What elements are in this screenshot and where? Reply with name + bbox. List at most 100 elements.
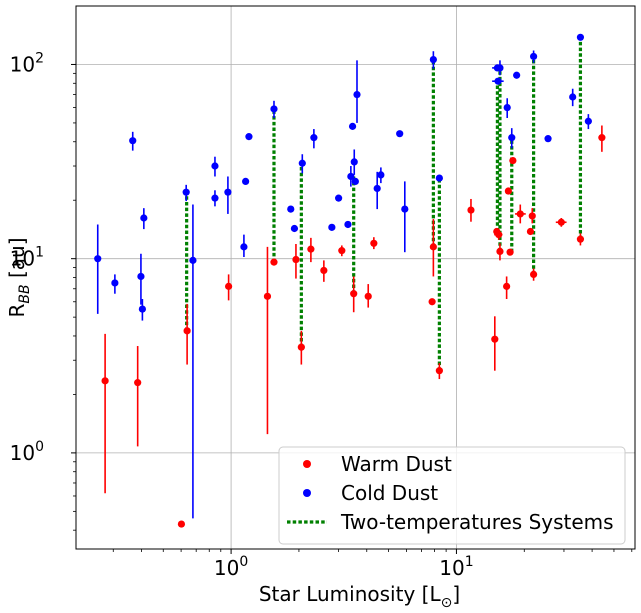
y-axis-label-subscript: BB (17, 284, 33, 303)
warm-dust-point (506, 248, 514, 256)
warm-dust-point (528, 212, 536, 220)
cold-dust-point (347, 172, 355, 181)
cold-dust-point (494, 77, 502, 85)
cold-dust-point (373, 184, 381, 193)
cold-dust-point (242, 177, 250, 185)
cold-dust-point (350, 158, 358, 166)
cold-dust-point (435, 174, 443, 182)
cold-dust-point (396, 130, 404, 138)
cold-dust-point (351, 177, 359, 185)
y-tick-label: 102 (10, 50, 44, 76)
y-axis-label-unit: [au] (5, 237, 29, 284)
warm-dust-point (177, 520, 186, 528)
x-axis-label-sun-symbol: ⊙ (441, 595, 453, 611)
cold-dust-point (429, 55, 437, 64)
warm-dust-point (307, 245, 315, 253)
warm-dust-point (225, 282, 233, 290)
x-tick-label-base: 10 (439, 556, 464, 580)
y-tick-label-exponent: 2 (35, 50, 44, 66)
x-axis-label: Star Luminosity [L⊙] (259, 582, 460, 611)
x-tick-label: 100 (214, 554, 248, 580)
warm-dust-point (491, 335, 499, 343)
two-temperature-connector-lines (185, 37, 583, 371)
warm-dust-point (526, 227, 535, 236)
legend-marker-warm (303, 460, 311, 468)
cold-dust-point (496, 64, 504, 72)
warm-dust-point (495, 231, 503, 239)
cold-dust-point (335, 194, 343, 202)
warm-dust-point (435, 367, 443, 375)
cold-dust-point (344, 220, 352, 229)
y-tick-label-base: 10 (10, 247, 35, 271)
x-tick-label-exponent: 0 (239, 554, 248, 570)
warm-dust-point (530, 270, 538, 278)
cold-dust-point (182, 188, 190, 196)
cold-dust-point (377, 171, 385, 179)
warm-dust-point (516, 210, 524, 218)
legend-label-pair: Two-temperatures Systems (340, 510, 614, 534)
legend-box (278, 446, 626, 545)
cold-dust-point (401, 205, 409, 213)
cold-dust-point (310, 134, 318, 142)
warm-dust-point (496, 247, 504, 256)
data-points (94, 33, 606, 528)
x-tick-label-base: 10 (214, 556, 239, 580)
y-tick-label: 101 (10, 245, 44, 271)
cold-dust-point (129, 137, 137, 145)
cold-dust-point (348, 122, 357, 130)
warm-dust-point (183, 327, 191, 335)
warm-dust-point (338, 247, 346, 255)
x-tick-label: 101 (439, 554, 473, 580)
cold-dust-point (140, 214, 148, 222)
y-tick-label-base: 10 (10, 441, 35, 465)
legend-entry-cold: Cold Dust (303, 481, 438, 505)
warm-dust-point (598, 134, 606, 142)
cold-dust-point (353, 90, 361, 99)
y-tick-label-exponent: 0 (35, 439, 44, 455)
y-tick-label-base: 10 (10, 52, 35, 76)
legend-label-cold: Cold Dust (341, 481, 438, 505)
warm-dust-point (320, 266, 328, 275)
warm-dust-point (364, 292, 372, 300)
cold-dust-point (224, 188, 232, 196)
cold-dust-point (211, 194, 219, 202)
warm-dust-point (263, 292, 272, 300)
y-tick-label: 100 (10, 439, 44, 465)
warm-dust-point (270, 258, 278, 266)
x-axis-label-main: Star Luminosity [L (259, 582, 442, 606)
cold-dust-point (328, 223, 336, 231)
cold-dust-point (189, 256, 197, 264)
cold-dust-point (287, 205, 295, 213)
warm-dust-point (297, 343, 305, 351)
cold-dust-point (240, 243, 248, 251)
x-tick-label-exponent: 1 (465, 554, 474, 570)
cold-dust-point (569, 93, 577, 101)
cold-dust-point (508, 134, 516, 142)
cold-dust-point (270, 105, 278, 113)
legend-entry-pair: Two-temperatures Systems (287, 510, 614, 534)
legend-entry-warm: Warm Dust (303, 452, 452, 476)
warm-dust-point (467, 206, 475, 214)
cold-dust-point (513, 71, 521, 79)
cold-dust-point (211, 162, 219, 170)
cold-dust-point (111, 279, 119, 287)
cold-dust-point (298, 159, 306, 167)
warm-dust-point (101, 377, 109, 385)
warm-dust-point (428, 298, 436, 306)
warm-dust-point (503, 282, 511, 290)
y-tick-label-exponent: 1 (35, 245, 44, 261)
warm-dust-point (292, 255, 300, 264)
warm-dust-point (576, 235, 585, 243)
axis-ticks (71, 63, 633, 554)
legend-label-warm: Warm Dust (341, 452, 452, 476)
warm-dust-point (504, 187, 512, 195)
x-axis-label-close: ] (452, 582, 460, 606)
cold-dust-point (584, 117, 592, 125)
warm-dust-point (429, 243, 437, 251)
legend-marker-cold (303, 489, 311, 497)
warm-dust-point (350, 290, 358, 298)
cold-dust-point (544, 135, 552, 143)
cold-dust-point (576, 33, 585, 41)
warm-dust-point (370, 239, 378, 247)
